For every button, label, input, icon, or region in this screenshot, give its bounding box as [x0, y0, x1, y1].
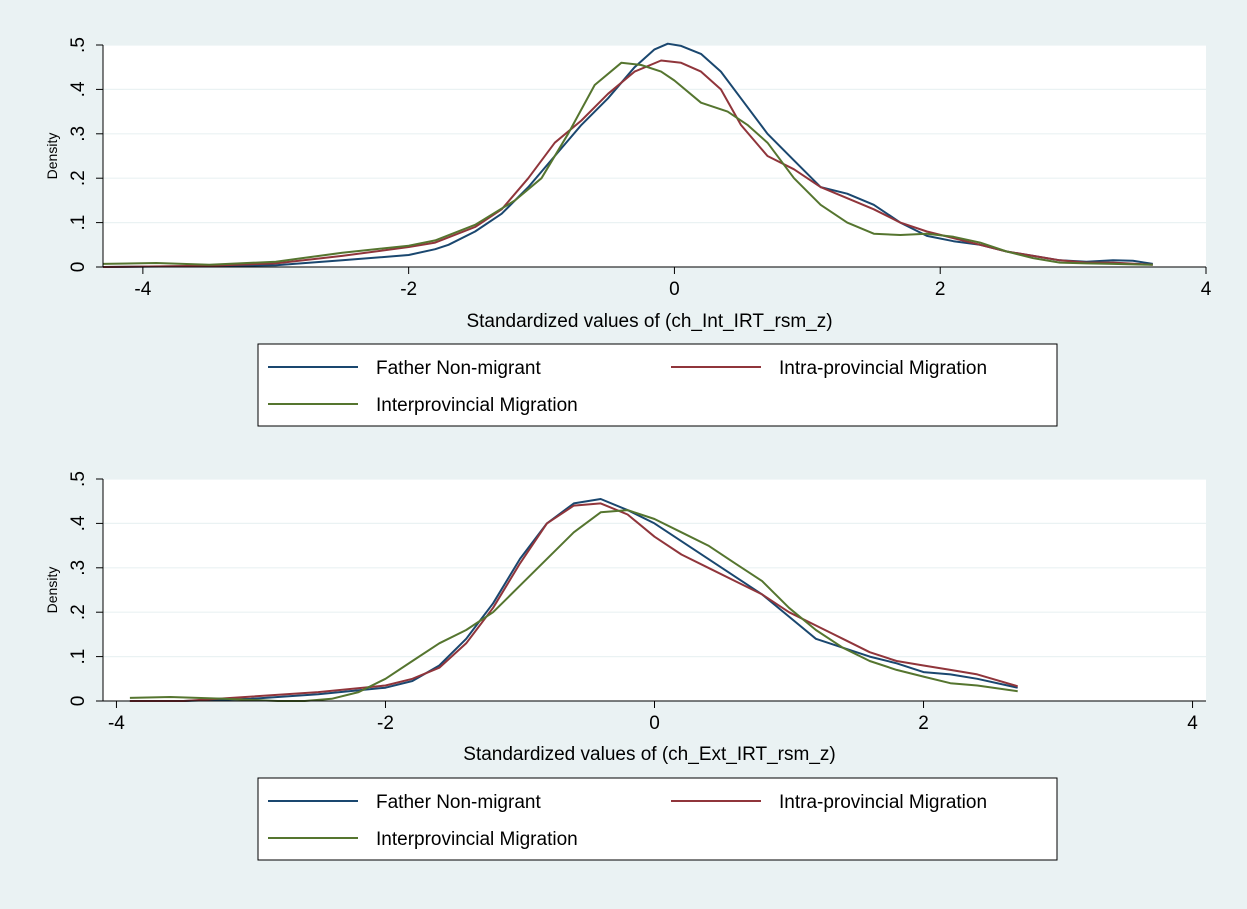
x-tick-label: 4: [1187, 713, 1198, 734]
legend-label: Interprovincial Migration: [376, 395, 578, 416]
plot-area: [103, 479, 1206, 701]
legend-label: Intra-provincial Migration: [779, 792, 987, 813]
y-tick-label: .1: [68, 649, 89, 665]
x-tick-label: 2: [918, 713, 929, 734]
plot-area: [103, 45, 1206, 267]
x-tick-label: 0: [669, 279, 680, 300]
y-tick-label: .3: [68, 560, 89, 576]
y-tick-label: 0: [68, 262, 89, 273]
y-tick-label: .5: [68, 37, 89, 53]
y-tick-label: .5: [68, 471, 89, 487]
x-tick-label: -4: [134, 279, 151, 300]
legend-label: Father Non-migrant: [376, 792, 541, 813]
legend-label: Father Non-migrant: [376, 358, 541, 379]
x-axis-title: Standardized values of (ch_Int_IRT_rsm_z…: [466, 311, 832, 332]
series-line-2: [129, 502, 1018, 702]
legend-box: [257, 343, 1058, 427]
y-tick-label: .4: [68, 81, 89, 97]
density-panel-internalizing: 0 .1 .2 .3 .4 .5 -4 -2 0 2 4 Standardized values of…: [44, 37, 1212, 427]
y-tick-label: .2: [68, 170, 89, 186]
density-panel-externalizing: 0 .1 .2 .3 .4 .5 -4 -2 0 2 4 Standardized values of…: [44, 471, 1206, 861]
x-tick-label: -2: [400, 279, 417, 300]
x-tick-label: 2: [935, 279, 946, 300]
y-tick-label: 0: [68, 696, 89, 707]
y-tick-label: .2: [68, 604, 89, 620]
x-tick-label: -4: [108, 713, 125, 734]
y-axis-title: Density: [44, 567, 60, 614]
x-tick-label: -2: [377, 713, 394, 734]
y-tick-label: .1: [68, 215, 89, 231]
series-line-3: [129, 509, 1018, 702]
legend-label: Intra-provincial Migration: [779, 358, 987, 379]
legend-box: [257, 777, 1058, 861]
series-line-1: [129, 498, 1018, 702]
legend-label: Interprovincial Migration: [376, 829, 578, 850]
y-axis-title: Density: [44, 133, 60, 180]
x-tick-label: 4: [1201, 279, 1212, 300]
x-axis-title: Standardized values of (ch_Ext_IRT_rsm_z…: [463, 744, 835, 765]
x-tick-label: 0: [649, 713, 660, 734]
y-tick-label: .4: [68, 515, 89, 531]
y-tick-label: .3: [68, 126, 89, 142]
series-line-3: [102, 61, 1153, 266]
